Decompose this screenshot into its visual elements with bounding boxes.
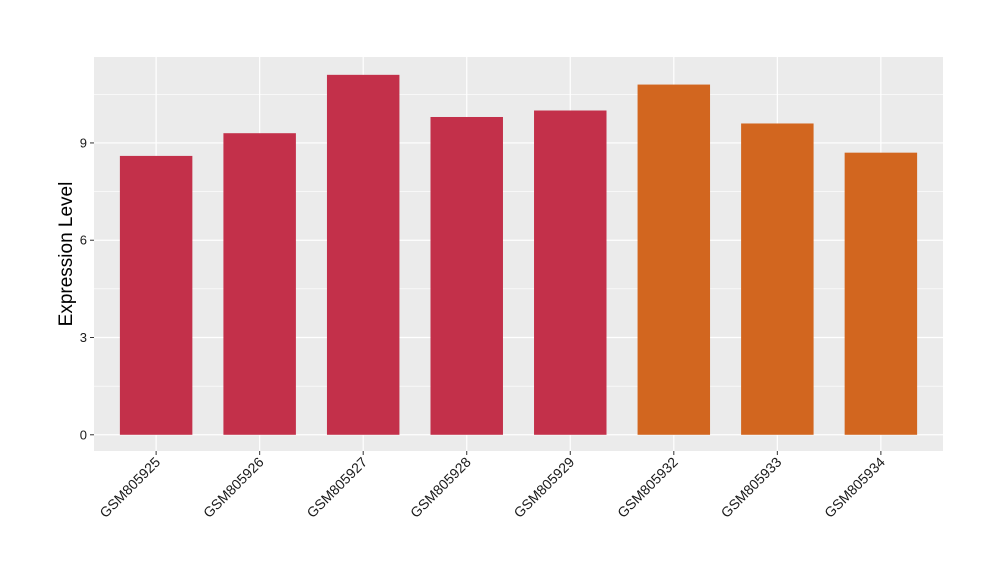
x-tick-label: GSM805932	[614, 454, 681, 521]
plot-panel	[94, 57, 943, 451]
x-tick-label: GSM805928	[407, 454, 474, 521]
bar	[119, 155, 193, 435]
x-axis: GSM805925 GSM805926 GSM805927 GSM805928 GSM8…	[96, 451, 888, 521]
y-tick-label: 9	[80, 135, 87, 150]
x-tick-label: GSM805929	[510, 454, 577, 521]
bar	[637, 84, 711, 435]
y-axis-title: Expression Level	[56, 182, 77, 327]
bar	[430, 116, 503, 435]
x-tick-label: GSM805933	[718, 454, 785, 521]
bar	[534, 110, 607, 435]
bar	[223, 133, 296, 435]
y-axis: 0 3 6 9	[80, 135, 94, 442]
bar	[844, 152, 918, 435]
bar	[741, 123, 814, 435]
bars	[119, 74, 918, 435]
y-tick-label: 0	[80, 427, 87, 442]
bar	[326, 74, 400, 435]
y-tick-label: 6	[80, 233, 87, 248]
x-tick-label: GSM805925	[96, 454, 163, 521]
y-tick-label: 3	[80, 330, 87, 345]
x-tick-label: GSM805927	[303, 454, 370, 521]
x-tick-label: GSM805934	[821, 454, 888, 521]
x-tick-label: GSM805926	[200, 454, 267, 521]
